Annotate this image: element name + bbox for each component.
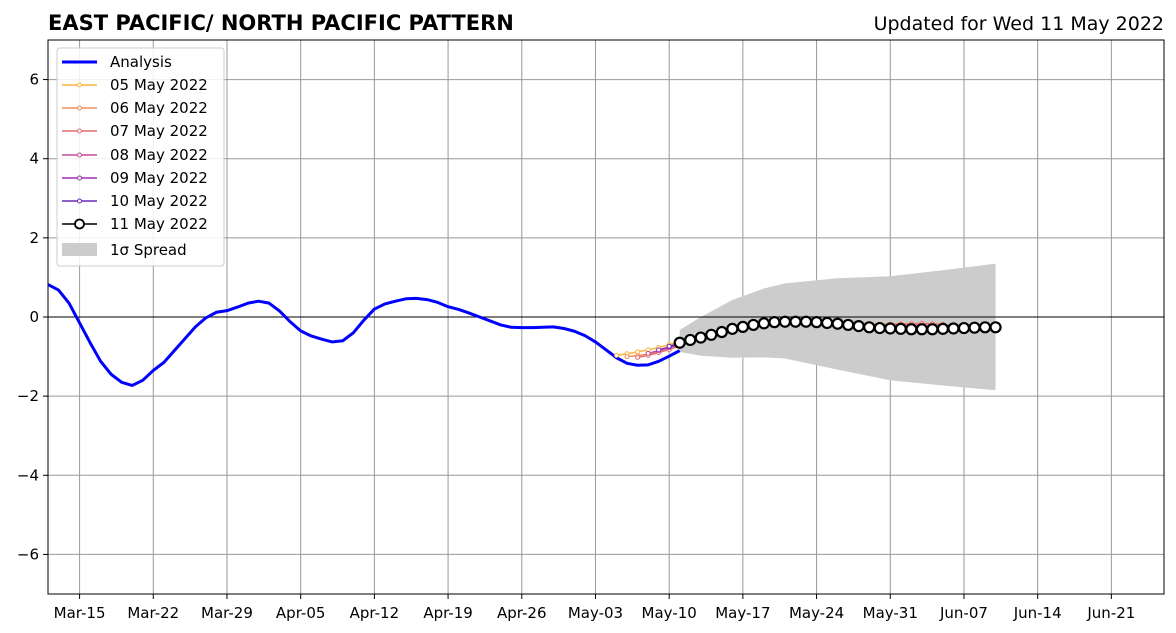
forecast-point [989,321,1002,334]
legend-label: Analysis [110,53,172,71]
y-tick-label: 2 [29,229,39,247]
series [47,283,1002,387]
legend-item: 08 May 2022 [62,146,208,164]
forecast-point [852,320,865,333]
legend-marker [77,198,82,204]
forecast-point [894,322,907,335]
forecast-point [842,318,855,332]
forecast-point [968,321,981,334]
forecast-point [624,354,630,360]
forecast-point [789,315,802,328]
chart-subtitle: Updated for Wed 11 May 2022 [874,13,1164,35]
forecast-point [884,322,897,335]
x-tick-label: Mar-29 [201,604,253,622]
forecast-point [705,328,718,341]
forecast-point [915,323,928,336]
forecast-point [905,323,918,336]
forecast-point [726,322,739,335]
forecast-point [684,333,697,347]
forecast-point [666,343,672,349]
forecast-point [863,321,876,334]
legend-item: 10 May 2022 [62,192,208,210]
ticks: Mar-15 Mar-22 Mar-29 Apr-05 Apr-12 Apr-19 Apr-… [17,71,1135,622]
x-tick-label: Mar-22 [127,604,179,622]
legend-marker [77,175,82,181]
legend-label: 08 May 2022 [110,146,208,164]
x-tick-label: Apr-12 [350,604,400,622]
forecast-point [656,347,662,353]
legend-marker [77,82,82,88]
forecast-point [694,331,707,344]
legend-swatch [62,243,97,256]
y-tick-label: 6 [29,71,39,89]
forecast-point [820,316,834,330]
forecast-point [926,323,939,336]
x-tick-label: May-03 [568,604,623,622]
y-tick-label: 0 [29,308,39,326]
forecast-point [778,315,792,328]
legend-label: 06 May 2022 [110,99,208,117]
x-tick-label: May-24 [789,604,844,622]
legend-item: 05 May 2022 [62,76,208,94]
forecast-point [936,322,950,335]
forecast-point [947,322,960,335]
legend-marker [74,218,85,230]
x-tick-label: Jun-21 [1086,604,1135,622]
x-tick-label: Apr-19 [423,604,473,622]
forecast-point [747,318,760,332]
forecast-point [873,321,886,335]
forecast-point [757,317,771,330]
x-tick-label: May-17 [715,604,770,622]
legend-marker [77,152,82,158]
x-tick-label: May-31 [863,604,918,622]
forecast-point [635,349,641,355]
legend-item: Analysis [62,53,172,71]
forecast-point [957,321,971,335]
forecast-point [810,316,823,329]
forecast-point [614,352,620,358]
legend-item: 11 May 2022 [62,215,208,233]
forecast-point [799,315,813,328]
legend-label: 07 May 2022 [110,122,208,140]
legend-box [56,47,225,267]
forecast-point [673,336,686,349]
forecast-point [635,354,641,360]
legend-label: 05 May 2022 [110,76,208,94]
y-tick-label: −2 [17,387,39,405]
forecast-point [715,325,728,339]
legend-label: 1σ Spread [110,241,187,259]
chart-title: EAST PACIFIC/ NORTH PACIFIC PATTERN [48,11,514,35]
legend-item: 07 May 2022 [62,122,208,140]
legend-marker [77,128,82,134]
legend-item: 1σ Spread [62,241,187,259]
legend-label: 09 May 2022 [110,169,208,187]
x-tick-label: Jun-14 [1013,604,1062,622]
legend-marker [77,105,82,111]
forecast-point [768,316,781,329]
analysis-line [47,283,681,387]
forecast-point [736,320,749,333]
legend-label: 11 May 2022 [110,215,208,233]
x-tick-label: Apr-05 [276,604,326,622]
x-tick-label: May-10 [642,604,697,622]
legend-item: 06 May 2022 [62,99,208,117]
legend-item: 09 May 2022 [62,169,208,187]
forecast-point [978,321,992,334]
x-tick-label: Jun-07 [939,604,988,622]
x-tick-label: Mar-15 [54,604,106,622]
forecast-series [673,315,1002,349]
legend-label: 10 May 2022 [110,192,208,210]
legend: Analysis 05 May 2022 06 May 2022 07 May 202… [56,47,225,267]
y-tick-label: −6 [17,545,39,563]
y-tick-label: 4 [29,150,39,168]
forecast-point [831,317,844,330]
x-tick-label: Apr-26 [497,604,547,622]
y-tick-label: −4 [17,466,39,484]
forecast-point [645,350,651,356]
